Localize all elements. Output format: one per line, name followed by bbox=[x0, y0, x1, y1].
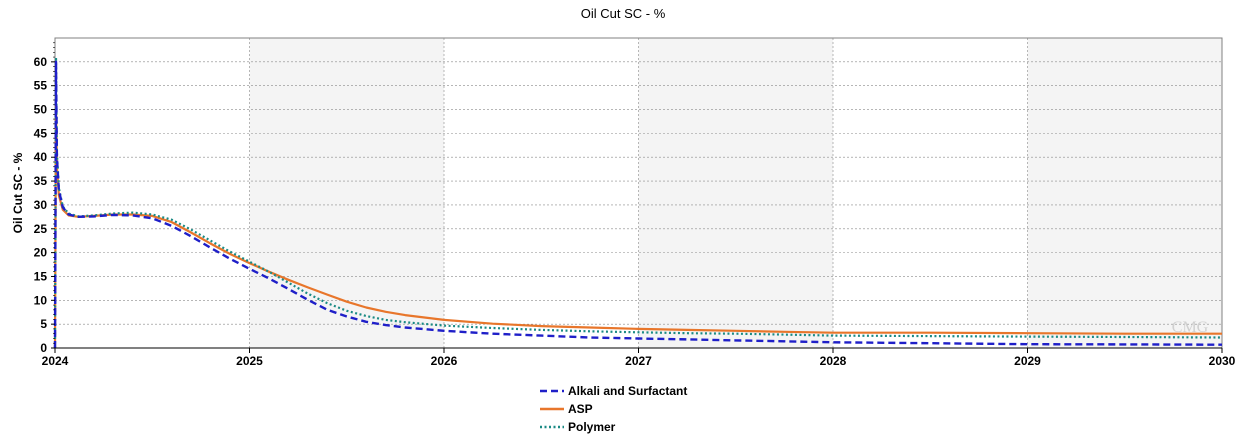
series-line-alkali-and-surfactant bbox=[53, 60, 1223, 349]
y-tick-label: 60 bbox=[34, 55, 48, 69]
y-tick-label: 30 bbox=[34, 198, 48, 212]
x-tick-label: 2026 bbox=[431, 354, 458, 368]
legend-label: Polymer bbox=[568, 420, 616, 434]
y-tick-label: 45 bbox=[34, 126, 48, 140]
y-tick-label: 50 bbox=[34, 103, 48, 117]
y-tick-label: 20 bbox=[34, 246, 48, 260]
series-layer bbox=[53, 55, 1223, 349]
cmg-watermark: CMG bbox=[1172, 319, 1209, 336]
year-band bbox=[638, 38, 833, 348]
x-tick-label: 2028 bbox=[820, 354, 847, 368]
year-band bbox=[249, 38, 444, 348]
year-band bbox=[833, 38, 1028, 348]
y-axis: 0 5 10 15 20 25 30 35 40 45 50 55 60 bbox=[34, 42, 55, 355]
y-tick-label: 25 bbox=[34, 222, 48, 236]
y-tick-label: 10 bbox=[34, 293, 48, 307]
x-tick-label: 2024 bbox=[42, 354, 69, 368]
y-tick-label: 35 bbox=[34, 174, 48, 188]
y-tick-label: 15 bbox=[34, 269, 48, 283]
x-axis: 2024 2025 2026 2027 2028 2029 2030 bbox=[42, 347, 1236, 368]
y-tick-label: 5 bbox=[40, 317, 47, 331]
x-tick-label: 2025 bbox=[236, 354, 263, 368]
chart-title: Oil Cut SC - % bbox=[581, 6, 666, 21]
legend: Alkali and Surfactant ASP Polymer bbox=[540, 384, 687, 434]
legend-label: Alkali and Surfactant bbox=[568, 384, 687, 398]
x-tick-label: 2027 bbox=[625, 354, 652, 368]
year-band bbox=[1027, 38, 1222, 348]
x-tick-label: 2030 bbox=[1209, 354, 1236, 368]
y-tick-label: 55 bbox=[34, 79, 48, 93]
x-tick-label: 2029 bbox=[1014, 354, 1041, 368]
y-tick-label: 0 bbox=[40, 341, 47, 355]
plot-background bbox=[55, 38, 1222, 348]
year-band bbox=[55, 38, 250, 348]
legend-label: ASP bbox=[568, 402, 593, 416]
year-band bbox=[444, 38, 639, 348]
y-tick-label: 40 bbox=[34, 150, 48, 164]
y-axis-label: Oil Cut SC - % bbox=[11, 152, 25, 233]
